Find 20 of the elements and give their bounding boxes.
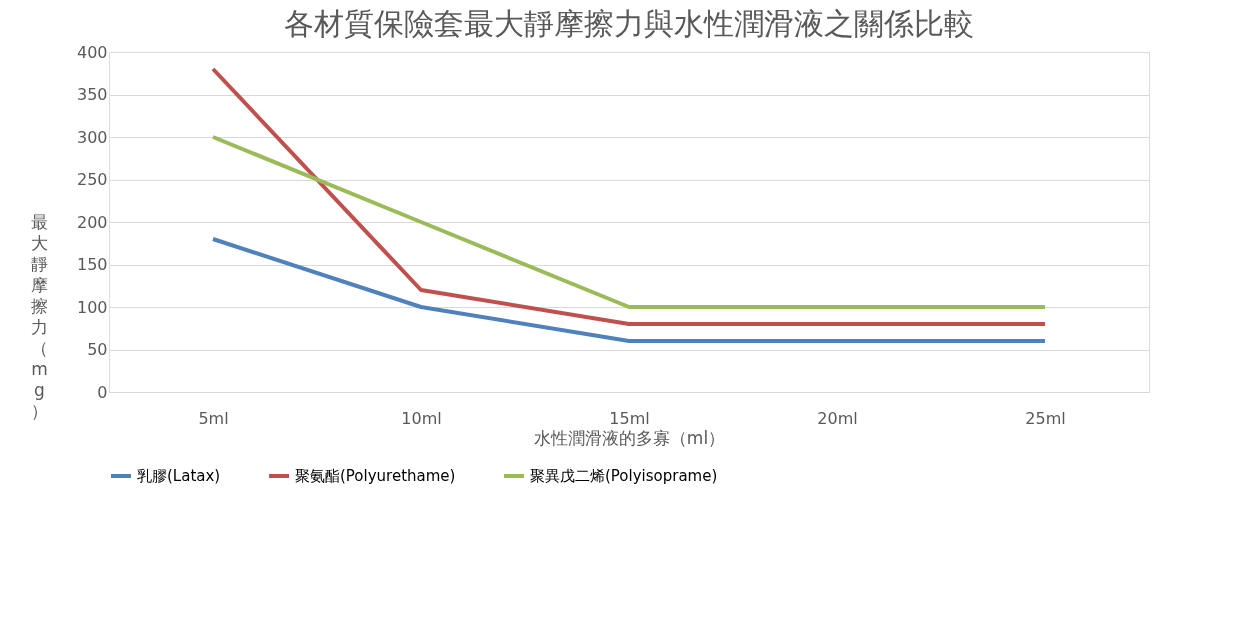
y-tick-label: 100: [76, 297, 108, 317]
y-tick-label: 300: [76, 127, 108, 147]
x-tick-label: 5ml: [198, 408, 229, 428]
x-tick-label: 15ml: [609, 408, 650, 428]
legend-label: 聚異戊二烯(Polyisoprame): [530, 467, 718, 485]
x-tick-label: 10ml: [401, 408, 442, 428]
y-tick-label: 400: [76, 42, 108, 62]
y-tick-label: 150: [76, 255, 108, 274]
text: 最大靜摩擦力（mg）: [31, 211, 48, 421]
y-tick-label: 250: [76, 170, 108, 189]
y-tick-label: 200: [76, 212, 108, 232]
legend-label: 聚氨酯(Polyurethame): [295, 467, 456, 485]
legend-label: 乳膠(Latax): [137, 467, 221, 485]
x-axis-title: 水性潤滑液的多寡（ml）: [533, 427, 726, 448]
chart-title: 各材質保險套最大靜摩擦力與水性潤滑液之關係比較: [284, 6, 974, 41]
y-tick-label: 350: [76, 85, 108, 104]
y-tick-label: 0: [97, 382, 108, 402]
x-tick-label: 25ml: [1025, 408, 1066, 428]
x-tick-label: 20ml: [817, 408, 858, 428]
y-tick-label: 50: [87, 340, 108, 359]
